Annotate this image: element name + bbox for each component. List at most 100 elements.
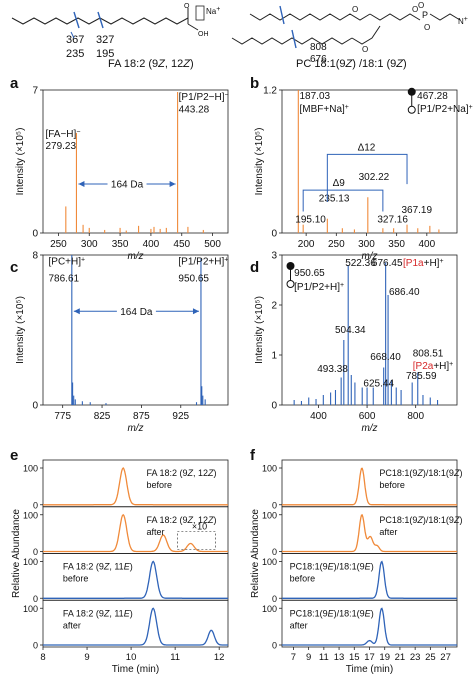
y-tick-label: 0 [33, 547, 38, 557]
x-tick-label: 8 [40, 652, 45, 663]
trace-frame [42, 599, 229, 648]
fa-frag-195: 195 [96, 48, 114, 60]
text-part: O [184, 3, 190, 10]
x-tick-label: 11 [319, 652, 329, 663]
delta-label: Δ12 [358, 142, 376, 153]
text-part: E [328, 608, 335, 618]
y-tick-label: 8 [32, 251, 38, 262]
y-tick-label: 0 [271, 229, 277, 240]
fa-arrow [70, 31, 75, 39]
fa-oh-text: OH [198, 31, 209, 38]
text-part: 0 [33, 641, 38, 651]
text-part: PC18:1(9 [290, 608, 328, 618]
text-part: OH [198, 31, 209, 38]
x-tick-label: 12 [214, 652, 225, 663]
text-part: a [10, 75, 19, 92]
peak-label: 279.23 [45, 141, 76, 152]
panel-b: b 200 250 300 350 400 0 1.2 m/z Intensity (×10⁵) 1… [250, 75, 473, 262]
text-part: 27 [440, 652, 451, 663]
text-part: 493.38 [317, 364, 348, 375]
text-part: 100 [23, 557, 38, 567]
peak-label: 950.65 [294, 268, 325, 279]
text-part: Δ12 [358, 142, 376, 153]
y-tick-label: 0 [32, 401, 38, 412]
pc-sn2 [351, 25, 381, 45]
pc-atom-o1: O [352, 5, 358, 14]
panel-letter: a [10, 75, 19, 92]
text-part: + [224, 256, 228, 263]
text-part: c [10, 259, 18, 276]
text-part: + [340, 282, 344, 289]
text-part: after [147, 527, 165, 537]
text-part: O [412, 5, 418, 14]
text-part: 100 [23, 464, 38, 474]
panel-letter: b [250, 75, 259, 92]
text-part: ) [371, 608, 374, 618]
fa-counter-ion: Na+ [206, 6, 220, 17]
pc-frag-676: 676 [310, 54, 327, 65]
y-tick-label: 100 [262, 604, 277, 614]
pc-atom-o2: O [362, 45, 368, 54]
pc-cleavage-mark [291, 29, 297, 49]
peak-label: 187.03 [300, 91, 331, 102]
text-part: E [365, 608, 372, 618]
arrow-label-bg [107, 177, 147, 190]
text-part: ) /18:1 (9 [352, 58, 396, 70]
text-part: FA 18:2 (9 [63, 562, 104, 572]
text-part: FA 18:2 (9 [108, 58, 158, 70]
text-part: E [328, 562, 335, 572]
text-part: 1.2 [263, 86, 277, 97]
text-part: 625.44 [363, 379, 394, 390]
x-tick-label: 27 [440, 652, 451, 663]
text-part: N [458, 17, 464, 26]
text-part: 467.28 [417, 91, 448, 102]
pc-atom-n: N+ [458, 16, 468, 27]
delta-bracket [326, 153, 408, 203]
x-tick-label: 10 [126, 652, 137, 663]
text-part: 19 [379, 652, 390, 663]
text-part: + [449, 361, 453, 368]
peak-label: [P1/P2+Na]+ [417, 103, 473, 115]
trace-label: PC18:1(9Z)/18:1(9Z) [379, 468, 462, 478]
delta-bracket [302, 189, 384, 212]
text-part: 164 Da [120, 307, 153, 318]
y-tick-label: 1 [271, 351, 277, 362]
text-part: + [439, 258, 443, 265]
x-tick-label: 23 [410, 652, 421, 663]
text-part: 0 [272, 594, 277, 604]
pc-atom-o4: O [418, 1, 424, 10]
inset-label: ×10 [192, 522, 207, 532]
text-part: before [379, 480, 405, 490]
chromatogram-trace [43, 560, 228, 599]
y-axis-label: Intensity (×10⁵) [254, 128, 265, 196]
text-part: 12 [214, 652, 225, 663]
text-part: Z [207, 515, 214, 525]
text-part: 25 [425, 652, 436, 663]
text-part: Time (min) [346, 664, 393, 674]
y-tick-label: 7 [32, 86, 38, 97]
trace-label: after [379, 527, 397, 537]
peak-label: [FA−H]− [45, 128, 80, 140]
trace-label: after [290, 620, 308, 630]
text-part: ) [130, 562, 133, 572]
text-part: [P2a [413, 361, 434, 372]
text-part: before [63, 574, 89, 584]
text-part: , 11 [109, 562, 123, 572]
y-tick-label: 0 [271, 401, 277, 412]
text-part: 3 [271, 251, 277, 262]
trace-frame [281, 459, 458, 508]
y-tick-label: 0 [272, 547, 277, 557]
trace-label: PC18:1(9Z)/18:1(9Z) [379, 515, 462, 525]
text-part: 0 [33, 594, 38, 604]
trace-label: before [63, 574, 89, 584]
text-part: +H] [433, 361, 449, 372]
text-part: Time (min) [112, 664, 159, 674]
text-part: − [225, 92, 229, 99]
pc-chain-2 [231, 37, 353, 45]
text-part: , 11 [109, 608, 123, 618]
y-tick-label: 0 [32, 229, 38, 240]
text-part: 187.03 [300, 91, 331, 102]
x-tick-label: 400 [418, 239, 435, 250]
text-part: after [290, 620, 308, 630]
